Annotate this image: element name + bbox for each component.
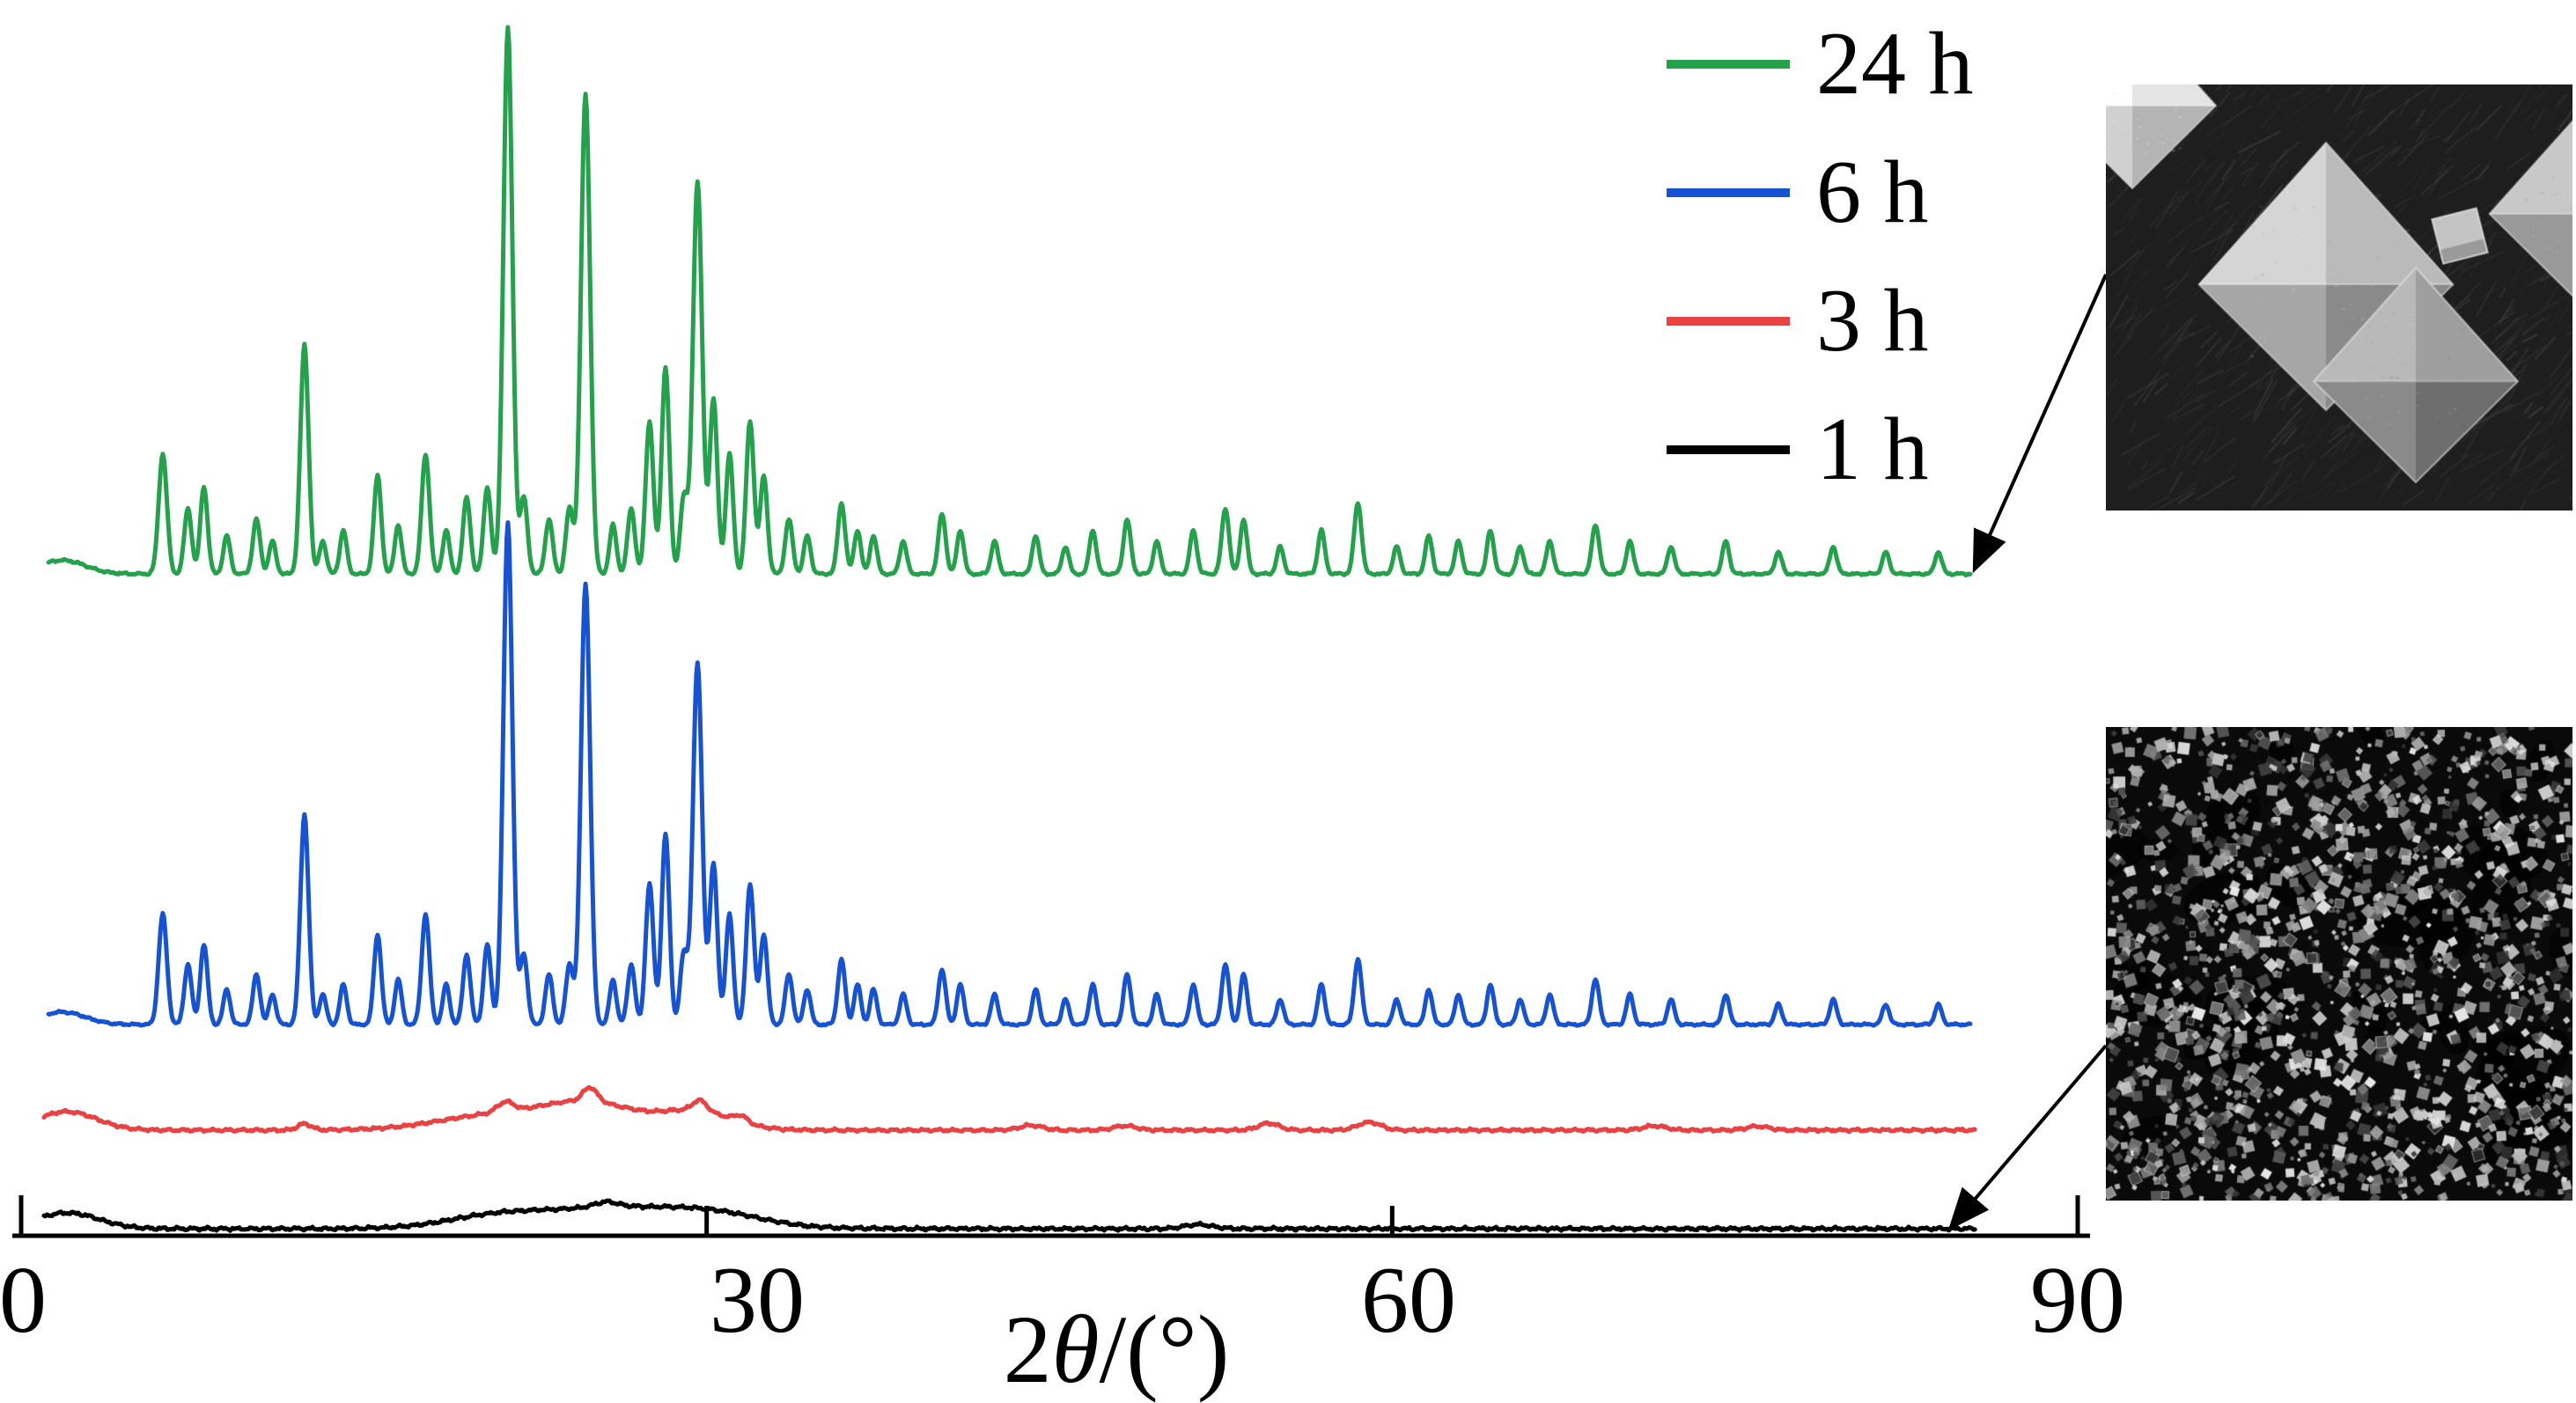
legend-item-24h: 24 h (1667, 0, 1974, 129)
legend-item-3h: 3 h (1667, 257, 1974, 386)
x-axis-label-units: /(°) (1099, 1296, 1230, 1403)
x-tick-label-60: 60 (1361, 1248, 1456, 1353)
legend-line-swatch-3h (1667, 317, 1790, 326)
annotation-arrow-24h (1972, 274, 2108, 574)
sem-image-24h (2106, 84, 2572, 511)
x-tick-label-90: 90 (2030, 1248, 2125, 1353)
x-axis (12, 1195, 2090, 1238)
x-tick-label-0: 0 (0, 1248, 47, 1353)
legend-line-swatch-6h (1667, 188, 1790, 197)
x-axis-label-number: 2 (1003, 1296, 1052, 1403)
xrd-trace-3h (41, 1084, 1977, 1135)
xrd-trace-6h (46, 520, 1973, 1028)
legend-item-1h: 1 h (1667, 386, 1974, 514)
sem-image-1h (2106, 727, 2572, 1201)
x-axis-label-theta: θ (1051, 1296, 1100, 1403)
legend-label-3h: 3 h (1816, 271, 1929, 371)
legend-item-6h: 6 h (1667, 129, 1974, 257)
xrd-trace-1h (41, 1198, 1977, 1233)
legend: 24 h 6 h 3 h 1 h (1667, 0, 1974, 514)
annotation-arrow-1h (1947, 1044, 2108, 1231)
x-tick-label-30: 30 (710, 1248, 805, 1353)
legend-line-swatch-1h (1667, 445, 1790, 454)
x-axis-label: 2θ/(°) (1004, 1301, 1230, 1398)
legend-line-swatch-24h (1667, 60, 1790, 69)
legend-label-6h: 6 h (1816, 143, 1929, 242)
legend-label-1h: 1 h (1816, 400, 1929, 499)
legend-label-24h: 24 h (1816, 14, 1974, 114)
xrd-trace-24h (46, 25, 1973, 577)
